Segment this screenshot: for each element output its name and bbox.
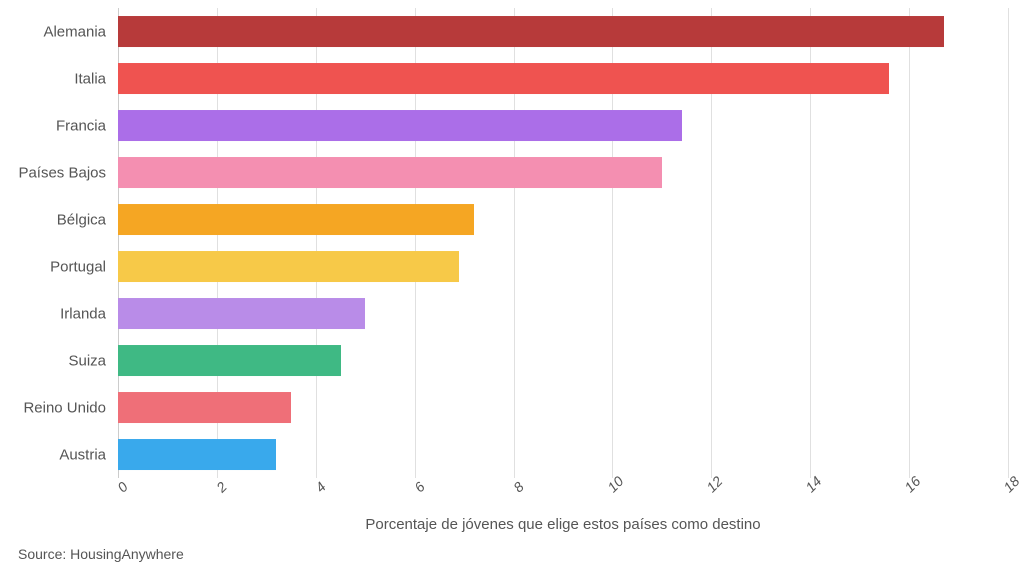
bar-suiza — [118, 345, 341, 377]
bar-alemania — [118, 16, 944, 48]
bar-irlanda — [118, 298, 365, 330]
bar-italia — [118, 63, 889, 95]
x-tick: 2 — [213, 478, 230, 495]
bar-reino-unido — [118, 392, 291, 424]
x-axis-ticks: 024681012141618 — [118, 478, 1008, 518]
y-label: Suiza — [0, 352, 106, 369]
y-label: Italia — [0, 70, 106, 87]
y-axis-labels: Alemania Italia Francia Países Bajos Bélgica… — [0, 8, 108, 478]
y-label: Irlanda — [0, 305, 106, 322]
x-tick: 0 — [114, 478, 131, 495]
x-axis-label: Porcentaje de jóvenes que elige estos pa… — [118, 516, 1008, 533]
x-tick: 8 — [510, 478, 527, 495]
y-label: Austria — [0, 446, 106, 463]
y-label: Francia — [0, 117, 106, 134]
gridline — [909, 8, 910, 478]
bar-bélgica — [118, 204, 474, 236]
source-text: Source: HousingAnywhere — [18, 546, 184, 562]
bar-austria — [118, 439, 276, 471]
chart-container: Alemania Italia Francia Países Bajos Bélgica… — [0, 0, 1024, 576]
bar-países-bajos — [118, 157, 662, 189]
x-tick: 6 — [411, 478, 428, 495]
bar-portugal — [118, 251, 459, 283]
bar-francia — [118, 110, 682, 142]
gridline — [1008, 8, 1009, 478]
plot-area — [118, 8, 1008, 478]
y-label: Bélgica — [0, 211, 106, 228]
y-label: Reino Unido — [0, 399, 106, 416]
y-label: Países Bajos — [0, 164, 106, 181]
y-label: Alemania — [0, 23, 106, 40]
x-tick: 4 — [312, 478, 329, 495]
y-label: Portugal — [0, 258, 106, 275]
